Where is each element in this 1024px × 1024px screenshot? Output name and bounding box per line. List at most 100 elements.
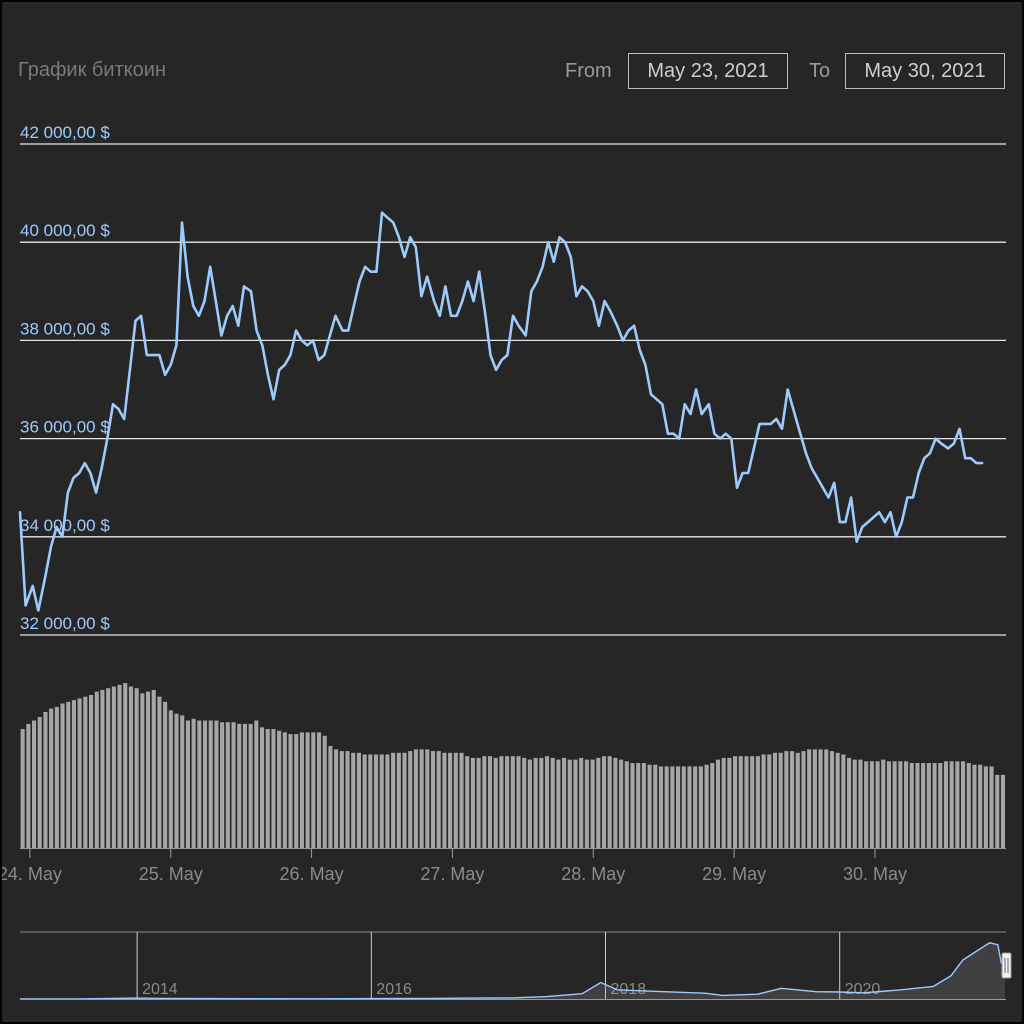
volume-bar [892,761,897,848]
volume-bar [818,749,823,848]
volume-bar [670,766,675,848]
volume-bar [385,754,390,848]
chart-title: График биткоин [18,59,166,81]
volume-bar [522,757,527,848]
volume-bar [579,757,584,848]
volume-bar [88,695,94,848]
volume-bar [972,764,977,848]
volume-bar [852,759,857,848]
volume-bar [613,757,618,848]
volume-bar [505,756,510,848]
volume-bar [174,713,179,848]
volume-bar [664,766,669,848]
volume-bar [339,751,344,848]
volume-bar [966,763,971,848]
volume-bar [197,720,202,848]
volume-bar [316,732,322,848]
volume-bar [356,752,361,848]
volume-bar [254,720,259,848]
volume-bar [801,751,806,848]
y-tick-label: 34 000,00 $ [20,516,110,535]
navigator-line [20,942,1006,1000]
volume-bar [961,761,966,848]
volume-bar [237,723,242,848]
volume-bar [100,689,105,848]
volume-bar [824,749,829,848]
volume-bar [430,751,436,848]
volume-bar [715,759,721,848]
volume-bar [687,766,692,848]
volume-bar [123,683,128,848]
volume-bar [983,766,988,848]
volume-bar [841,754,846,848]
volume-bar [795,752,800,848]
volume-bar [271,729,276,848]
from-date-input[interactable] [628,53,788,89]
volume-bar [926,763,931,848]
navigator-handle[interactable] [1001,952,1012,979]
volume-bar [630,763,635,848]
volume-bar [305,732,310,848]
volume-bar [915,763,920,848]
volume-bar [299,732,304,848]
volume-bar [750,756,755,848]
volume-bar [191,718,196,848]
volume-bar [995,774,1000,848]
volume-bar [71,700,76,848]
volume-bar [94,691,99,848]
volume-bar [32,720,37,848]
volume-bar [242,723,247,848]
volume-bar [459,752,464,848]
x-tick-label: 25. May [139,864,203,884]
volume-bar [66,701,71,848]
volume-bar [396,752,401,848]
y-tick-label: 40 000,00 $ [20,221,110,240]
x-tick-label: 27. May [420,864,484,884]
volume-bar [636,763,641,848]
volume-bar [373,754,379,848]
volume-bar [904,761,909,848]
volume-bar [573,759,578,848]
to-date-input[interactable] [845,53,1005,89]
volume-bar [43,712,48,848]
volume-bar [744,756,749,848]
y-tick-label: 42 000,00 $ [20,123,110,142]
volume-bar [527,759,532,848]
volume-bar [949,761,954,848]
volume-bar [362,754,367,848]
y-tick-label: 38 000,00 $ [20,319,110,338]
volume-bar [733,756,738,848]
volume-bar [619,759,624,848]
volume-bar [835,752,840,848]
volume-bar [886,761,892,848]
volume-bar [955,761,960,848]
x-tick-label: 28. May [561,864,625,884]
volume-bar [921,763,926,848]
volume-bar [208,720,213,848]
volume-bar [49,708,54,848]
volume-bar [829,751,835,848]
to-label: To [809,60,831,82]
volume-bar [345,751,350,848]
volume-bar [77,698,82,848]
volume-bar [710,763,715,848]
volume-bar [163,701,168,848]
volume-bar [898,761,903,848]
volume-bar [128,686,133,848]
volume-bar [288,734,293,848]
volume-bar [106,688,111,848]
volume-bar [334,749,339,848]
volume-bar [202,720,208,848]
volume-bar [83,696,88,848]
volume-bar [465,756,470,848]
volume-bar [567,759,572,848]
volume-bar [145,691,151,848]
volume-bar [425,749,430,848]
volume-bar [493,757,498,848]
navigator-outside-mask [20,932,1002,999]
x-tick-label: 29. May [702,864,766,884]
volume-bar [881,759,886,848]
volume-bar [476,757,481,848]
